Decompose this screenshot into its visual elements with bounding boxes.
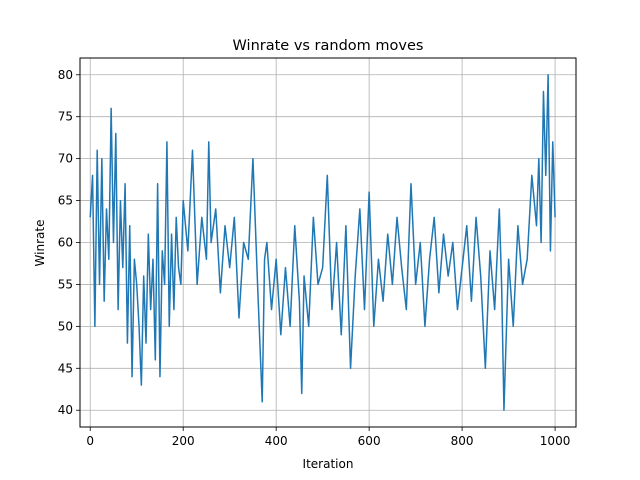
y-tick-label: 40	[58, 403, 73, 417]
x-axis-ticks: 0 200 400 600 800 1000	[86, 427, 570, 448]
x-tick-label: 600	[358, 434, 381, 448]
y-axis-label: Winrate	[33, 220, 47, 267]
y-tick-label: 55	[58, 277, 73, 291]
x-tick-label: 400	[265, 434, 288, 448]
x-tick-label: 800	[451, 434, 474, 448]
series-lines	[89, 74, 556, 411]
y-tick-label: 75	[58, 110, 73, 124]
y-tick-label: 45	[58, 361, 73, 375]
x-tick-label: 200	[172, 434, 195, 448]
y-tick-label: 60	[58, 236, 73, 250]
y-tick-label: 65	[58, 194, 73, 208]
y-tick-label: 70	[58, 152, 73, 166]
y-tick-label: 80	[58, 68, 73, 82]
winrate-series-line	[89, 74, 556, 411]
y-axis-ticks: 40 45 50 55 60 65 70 75 80	[58, 68, 80, 417]
x-tick-label: 1000	[540, 434, 571, 448]
x-tick-label: 0	[86, 434, 94, 448]
y-tick-label: 50	[58, 319, 73, 333]
chart-title: Winrate vs random moves	[233, 38, 424, 54]
x-axis-label: Iteration	[303, 457, 354, 471]
